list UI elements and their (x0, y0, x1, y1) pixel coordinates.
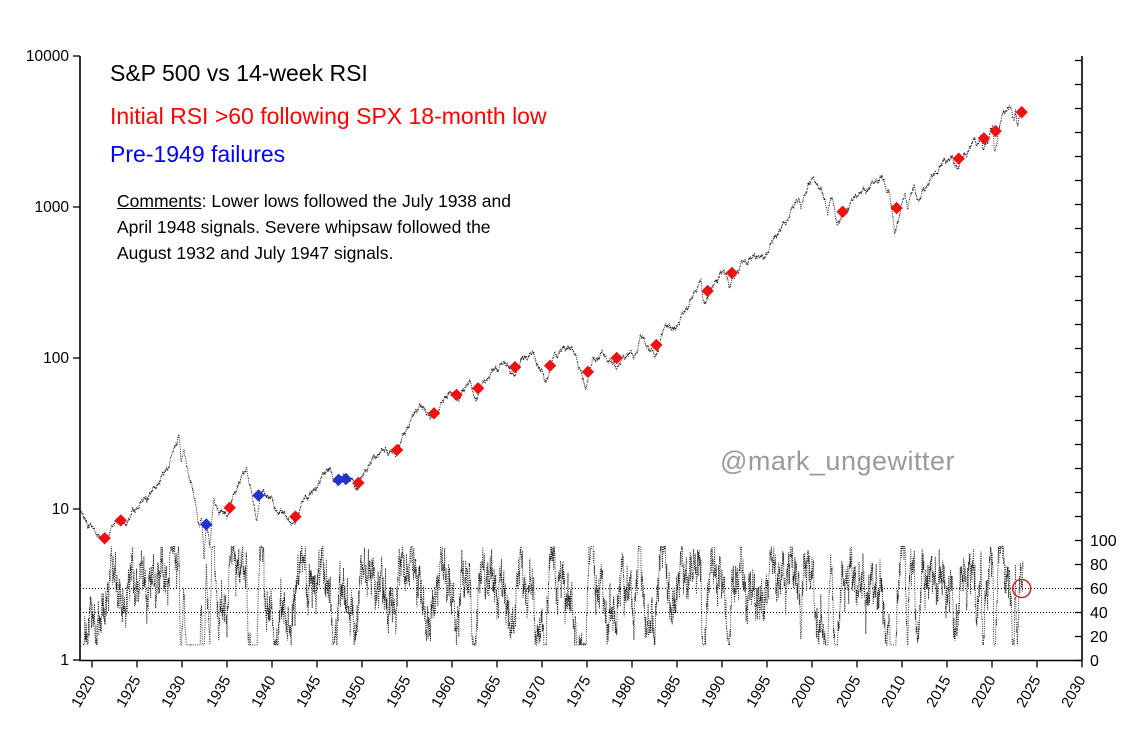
svg-text:2015: 2015 (923, 673, 954, 710)
comments-line-3: August 1932 and July 1947 signals. (117, 243, 394, 263)
svg-text:1925: 1925 (113, 673, 144, 710)
price-series (80, 104, 1024, 560)
axes-frame (73, 55, 1083, 668)
svg-text:2005: 2005 (833, 673, 864, 710)
rsi-level-lines (80, 588, 1082, 613)
svg-text:2020: 2020 (968, 673, 999, 710)
svg-text:2025: 2025 (1013, 673, 1044, 710)
svg-text:1975: 1975 (563, 673, 594, 710)
svg-text:100: 100 (1090, 533, 1117, 550)
chart-subtitle-red: Initial RSI >60 following SPX 18-month l… (110, 103, 547, 129)
comments-block: Comments: Lower lows followed the July 1… (117, 188, 511, 266)
svg-text:1945: 1945 (293, 673, 324, 710)
svg-text:1935: 1935 (203, 673, 234, 710)
svg-text:2030: 2030 (1058, 673, 1089, 710)
svg-text:1990: 1990 (698, 673, 729, 710)
chart-subtitle-blue: Pre-1949 failures (110, 141, 286, 167)
svg-text:1920: 1920 (68, 673, 99, 710)
blue-failure-markers (200, 472, 352, 531)
watermark: @mark_ungewitter (720, 446, 955, 476)
svg-text:0: 0 (1090, 653, 1099, 670)
svg-text:1965: 1965 (473, 673, 504, 710)
svg-text:1930: 1930 (158, 673, 189, 710)
comments-line-2: April 1948 signals. Severe whipsaw follo… (117, 217, 491, 237)
comments-label: Comments (117, 191, 202, 211)
svg-text:1980: 1980 (608, 673, 639, 710)
svg-text:40: 40 (1090, 605, 1108, 622)
svg-text:1950: 1950 (338, 673, 369, 710)
svg-text:1955: 1955 (383, 673, 414, 710)
svg-text:20: 20 (1090, 629, 1108, 646)
svg-text:1995: 1995 (743, 673, 774, 710)
svg-text:10000: 10000 (26, 48, 69, 65)
svg-text:2010: 2010 (878, 673, 909, 710)
svg-text:1985: 1985 (653, 673, 684, 710)
rsi-series (83, 545, 1024, 646)
svg-text:1970: 1970 (518, 673, 549, 710)
svg-text:80: 80 (1090, 557, 1108, 574)
svg-text:1940: 1940 (248, 673, 279, 710)
svg-text:2000: 2000 (788, 673, 819, 710)
svg-text:100: 100 (43, 350, 69, 367)
svg-text:60: 60 (1090, 581, 1108, 598)
svg-text:1960: 1960 (428, 673, 459, 710)
comments-line-1: Comments: Lower lows followed the July 1… (117, 191, 511, 211)
current-rsi-highlight-circle (1011, 578, 1032, 599)
svg-text:10: 10 (52, 501, 70, 518)
svg-text:1: 1 (60, 652, 69, 669)
chart-title: S&P 500 vs 14-week RSI (110, 60, 368, 86)
red-signal-markers (98, 105, 1028, 545)
svg-text:1000: 1000 (35, 199, 70, 216)
